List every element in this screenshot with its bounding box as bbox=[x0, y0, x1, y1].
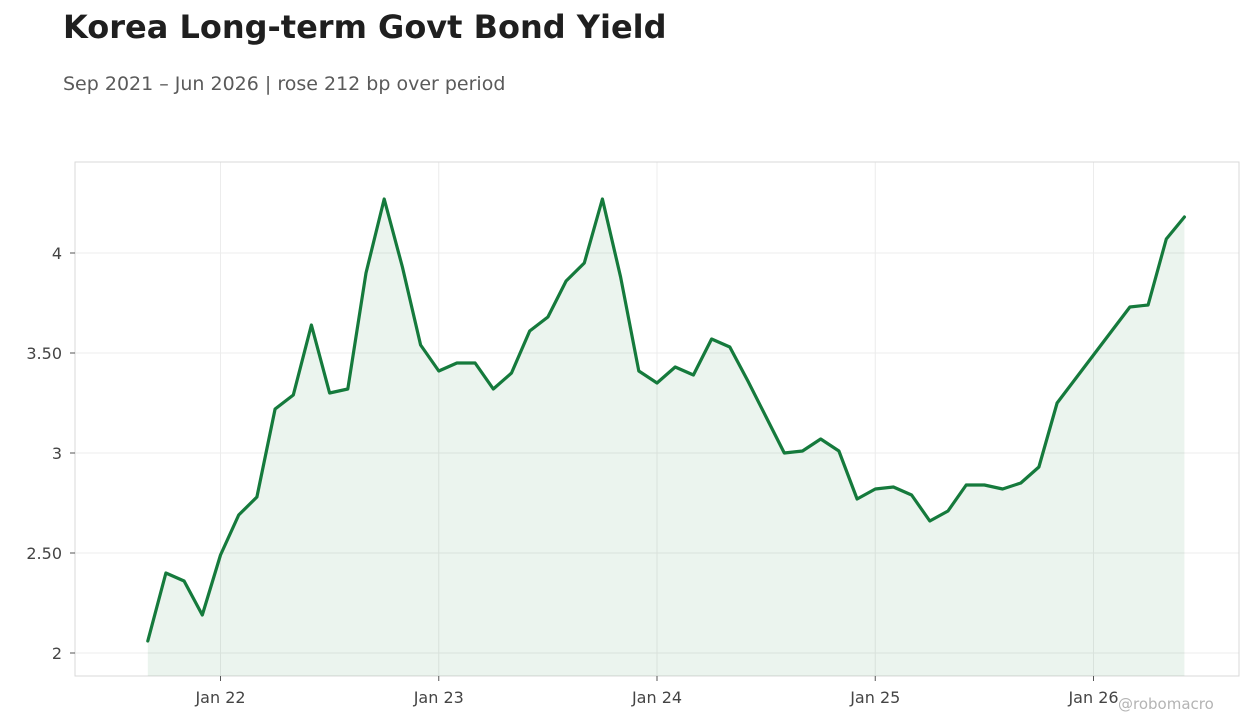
data-point bbox=[1037, 465, 1041, 469]
data-point bbox=[891, 485, 895, 489]
x-axis: Jan 22 Jan 23 Jan 24 Jan 25 Jan 26 bbox=[194, 676, 1119, 707]
yield-area-fill bbox=[147, 199, 1185, 676]
x-tick-label: Jan 25 bbox=[849, 688, 900, 707]
grid-layer bbox=[75, 162, 1239, 676]
data-point bbox=[255, 495, 259, 499]
data-point bbox=[964, 483, 968, 487]
data-point bbox=[309, 323, 313, 327]
data-point bbox=[873, 487, 877, 491]
y-tick-label: 3 bbox=[52, 444, 62, 463]
data-point bbox=[1128, 305, 1132, 309]
data-point bbox=[819, 437, 823, 441]
data-point bbox=[364, 271, 368, 275]
x-tick-label: Jan 26 bbox=[1067, 688, 1118, 707]
data-point bbox=[510, 371, 514, 375]
data-point bbox=[728, 345, 732, 349]
data-point bbox=[946, 509, 950, 513]
data-point bbox=[473, 361, 477, 365]
data-point bbox=[419, 343, 423, 347]
data-point bbox=[1019, 481, 1023, 485]
data-point bbox=[600, 197, 604, 201]
data-point bbox=[237, 513, 241, 517]
data-point bbox=[637, 369, 641, 373]
data-point bbox=[455, 361, 459, 365]
data-point bbox=[837, 449, 841, 453]
data-point bbox=[1092, 353, 1096, 357]
y-tick-label: 4 bbox=[52, 244, 62, 263]
data-point bbox=[1164, 237, 1168, 241]
data-point bbox=[910, 493, 914, 497]
x-tick-label: Jan 22 bbox=[194, 688, 245, 707]
data-point bbox=[1182, 215, 1186, 219]
data-point bbox=[1073, 377, 1077, 381]
x-tick-label: Jan 23 bbox=[413, 688, 464, 707]
y-axis: 2 2.50 3 3.50 4 bbox=[26, 244, 75, 663]
data-point bbox=[982, 483, 986, 487]
data-point bbox=[182, 579, 186, 583]
data-point bbox=[1055, 401, 1059, 405]
y-tick-label: 3.50 bbox=[26, 344, 62, 363]
data-point bbox=[273, 407, 277, 411]
data-point bbox=[219, 553, 223, 557]
data-point bbox=[146, 639, 150, 643]
data-point bbox=[1146, 303, 1150, 307]
chart-title: Korea Long-term Govt Bond Yield bbox=[63, 8, 667, 46]
data-point bbox=[764, 415, 768, 419]
data-point bbox=[346, 387, 350, 391]
data-point bbox=[855, 497, 859, 501]
data-point bbox=[928, 519, 932, 523]
data-point bbox=[491, 387, 495, 391]
data-point bbox=[328, 391, 332, 395]
data-point bbox=[691, 373, 695, 377]
data-point bbox=[655, 381, 659, 385]
y-tick-label: 2 bbox=[52, 644, 62, 663]
data-point bbox=[710, 337, 714, 341]
data-point bbox=[564, 279, 568, 283]
data-point bbox=[1001, 487, 1005, 491]
data-point bbox=[528, 329, 532, 333]
data-point bbox=[437, 369, 441, 373]
data-point bbox=[782, 451, 786, 455]
data-point bbox=[382, 197, 386, 201]
data-point bbox=[546, 315, 550, 319]
data-point bbox=[673, 365, 677, 369]
data-point bbox=[291, 393, 295, 397]
data-point bbox=[619, 275, 623, 279]
data-point bbox=[400, 265, 404, 269]
data-point bbox=[164, 571, 168, 575]
x-tick-label: Jan 24 bbox=[631, 688, 682, 707]
yield-line bbox=[146, 197, 1186, 643]
data-point bbox=[582, 261, 586, 265]
y-tick-label: 2.50 bbox=[26, 544, 62, 563]
data-point bbox=[746, 379, 750, 383]
data-point bbox=[1110, 329, 1114, 333]
watermark: @robomacro bbox=[1118, 695, 1214, 713]
data-point bbox=[200, 613, 204, 617]
chart-subtitle: Sep 2021 – Jun 2026 | rose 212 bp over p… bbox=[63, 73, 506, 95]
data-point bbox=[801, 449, 805, 453]
